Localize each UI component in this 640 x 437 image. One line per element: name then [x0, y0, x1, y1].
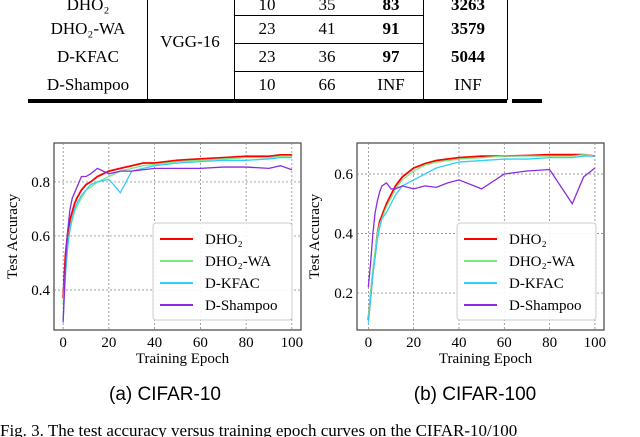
- x-tick-label: 40: [451, 335, 466, 351]
- value-cell: INF: [377, 75, 405, 94]
- backbone-cell: VGG-16: [160, 32, 220, 51]
- legend-box: [152, 222, 293, 321]
- y-tick-label: 0.8: [31, 175, 50, 191]
- table-divider: [147, 0, 149, 100]
- legend: DHO₂ DHO₂-WA D-KFAC D-Shampoo: [152, 222, 293, 321]
- x-tick-label: 40: [147, 335, 162, 351]
- table-divider: [423, 0, 425, 100]
- y-tick-label: 0.2: [334, 286, 353, 302]
- series-line-d-shampoo: [62, 165, 293, 323]
- chart-0: 0 20 40 60 80 100 0.4 0.6 0.8 Training Epoch Test …: [5, 142, 304, 367]
- x-tick-label: 60: [193, 335, 208, 351]
- legend-label: D-KFAC: [205, 276, 260, 292]
- legend-label: D-Shampoo: [205, 298, 278, 314]
- series-line-d-kfac: [62, 156, 292, 320]
- series-line-dho-: [62, 153, 292, 299]
- figure-caption: Fig. 3. The test accuracy versus trainin…: [0, 421, 518, 437]
- value-cell: 10: [258, 0, 276, 14]
- value-cell: 10: [258, 75, 276, 94]
- y-tick-label: 0.6: [31, 229, 50, 245]
- value-cell: 66: [318, 75, 336, 94]
- x-tick-label: 100: [281, 335, 304, 351]
- method-cell: D-KFAC: [56, 47, 120, 66]
- table-bottom-rule: [512, 99, 542, 103]
- value-cell: 23: [258, 47, 276, 66]
- table-divider: [234, 15, 424, 17]
- x-axis-label: Training Epoch: [439, 351, 533, 367]
- y-axis-label: Test Accuracy: [5, 193, 21, 279]
- y-tick-label: 0.6: [334, 167, 353, 183]
- value-cell: 97: [382, 47, 400, 66]
- method-cell: D-Shampoo: [46, 75, 130, 94]
- value-cell: 23: [258, 19, 276, 38]
- legend-label: DHO₂-WA: [509, 254, 575, 270]
- x-tick-label: 0: [59, 335, 67, 351]
- value-cell: 83: [382, 0, 400, 14]
- value-cell: 3579: [451, 19, 485, 38]
- y-axis-label: Test Accuracy: [307, 193, 323, 279]
- legend-label: DHO₂: [205, 232, 243, 248]
- x-tick-label: 20: [406, 335, 421, 351]
- value-cell: 35: [318, 0, 336, 14]
- table-bottom-rule: [28, 99, 507, 103]
- y-tick-label: 0.4: [31, 283, 50, 299]
- legend-box: [456, 222, 597, 321]
- method-cell: DHO₂-WA: [50, 19, 126, 38]
- table-divider: [234, 71, 424, 73]
- legend-label: D-Shampoo: [509, 298, 582, 314]
- x-tick-label: 60: [497, 335, 512, 351]
- value-cell: 36: [318, 47, 336, 66]
- chart-1: 0 20 40 60 80 100 0.2 0.4 0.6 Training Epoch Test …: [307, 142, 607, 367]
- value-cell: INF: [454, 75, 482, 94]
- subfigure-caption-b: (b) CIFAR-100: [413, 384, 537, 405]
- series-line-dho-wa: [367, 153, 596, 317]
- value-cell: 41: [318, 19, 336, 38]
- series-line-d-kfac: [367, 155, 595, 323]
- value-cell: 5044: [451, 47, 485, 66]
- x-tick-label: 80: [542, 335, 557, 351]
- legend-label: D-KFAC: [509, 276, 564, 292]
- legend-label: DHO₂-WA: [205, 254, 271, 270]
- x-axis-label: Training Epoch: [136, 351, 230, 367]
- x-tick-label: 0: [365, 335, 373, 351]
- table-divider: [234, 43, 424, 45]
- x-tick-label: 20: [101, 335, 116, 351]
- subfigure-caption-a: (a) CIFAR-10: [109, 384, 221, 405]
- x-tick-label: 80: [239, 335, 254, 351]
- value-cell: 3263: [451, 0, 485, 14]
- method-cell: DHO₂: [66, 0, 110, 14]
- legend-label: DHO₂: [509, 232, 547, 248]
- series-line-d-shampoo: [367, 167, 596, 288]
- table-divider: [507, 0, 509, 100]
- y-tick-label: 0.4: [334, 227, 353, 243]
- table-divider: [234, 0, 236, 100]
- x-tick-label: 100: [584, 335, 607, 351]
- value-cell: 91: [382, 19, 400, 38]
- legend: DHO₂ DHO₂-WA D-KFAC D-Shampoo: [456, 222, 597, 321]
